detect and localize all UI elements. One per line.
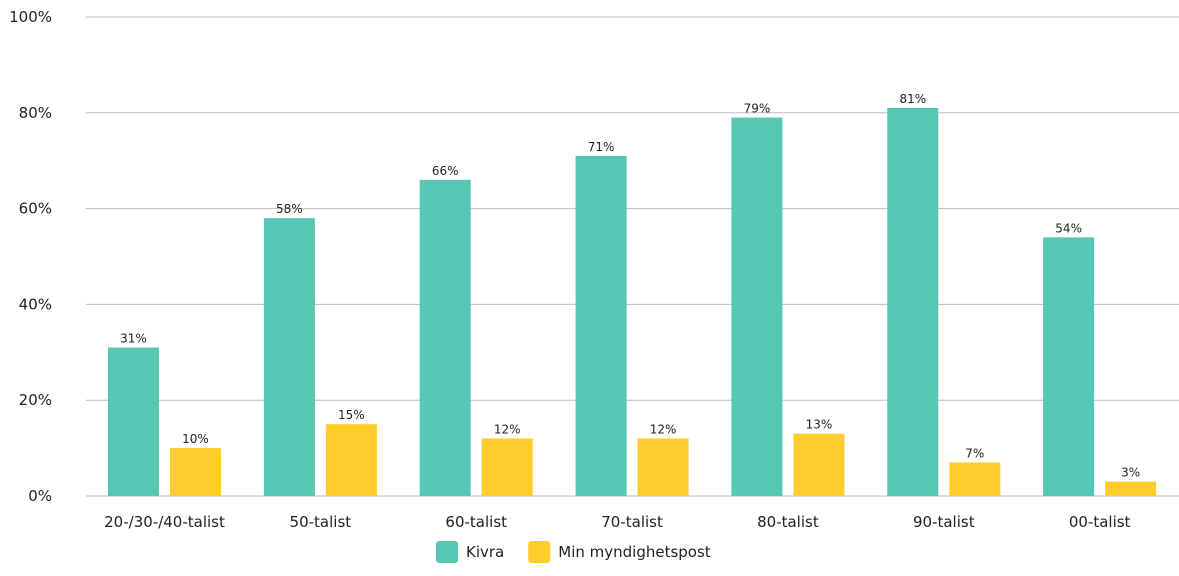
legend-label: Min myndighetspost — [558, 543, 711, 561]
x-tick-label: 00-talist — [1069, 513, 1131, 531]
data-label: 31% — [120, 332, 147, 346]
bar-min-myndighetspost — [1105, 481, 1157, 496]
y-tick-label: 80% — [19, 104, 52, 122]
data-label: 12% — [494, 423, 521, 437]
y-tick-label: 40% — [19, 295, 52, 313]
x-tick-label: 60-talist — [445, 513, 507, 531]
bar-min-myndighetspost — [637, 438, 689, 496]
x-tick-label: 80-talist — [757, 513, 819, 531]
data-label: 79% — [744, 102, 771, 116]
data-label: 13% — [806, 418, 833, 432]
x-tick-label: 20-/30-/40-talist — [104, 513, 225, 531]
bar-min-myndighetspost — [793, 433, 845, 496]
data-label: 66% — [432, 164, 459, 178]
legend: Kivra Min myndighetspost — [436, 541, 711, 563]
legend-label: Kivra — [466, 543, 504, 561]
bar-kivra — [1043, 237, 1095, 496]
x-tick-label: 90-talist — [913, 513, 975, 531]
y-tick-label: 60% — [19, 200, 52, 218]
x-tick-label: 50-talist — [290, 513, 352, 531]
x-axis: 20-/30-/40-talist 50-talist 60-talist 70-ta… — [104, 513, 1130, 531]
bar-kivra — [419, 179, 471, 497]
bars: 31% 10% 58% 15% 66% 12% 71% 12% 79% 13% 81% 7% 54% 3% — [108, 92, 1157, 497]
y-tick-label: 20% — [19, 391, 52, 409]
data-label: 81% — [899, 92, 926, 106]
bar-min-myndighetspost — [325, 424, 377, 496]
y-tick-label: 100% — [9, 8, 52, 26]
bar-kivra — [731, 117, 783, 496]
legend-swatch — [528, 541, 551, 563]
bar-min-myndighetspost — [481, 438, 533, 496]
legend-swatch — [436, 541, 458, 563]
bar-min-myndighetspost — [949, 462, 1001, 496]
y-tick-label: 0% — [28, 487, 52, 505]
data-label: 7% — [965, 446, 984, 460]
gridlines — [86, 16, 1179, 497]
data-label: 3% — [1121, 466, 1140, 480]
x-tick-label: 70-talist — [601, 513, 663, 531]
bar-kivra — [108, 347, 159, 496]
bar-kivra — [263, 218, 315, 496]
data-label: 12% — [650, 423, 677, 437]
bar-kivra — [887, 108, 939, 496]
y-axis: 0% 20% 40% 60% 80% 100% — [9, 8, 52, 505]
data-label: 54% — [1055, 221, 1082, 235]
data-label: 15% — [338, 408, 365, 422]
data-label: 71% — [588, 140, 615, 154]
bar-min-myndighetspost — [170, 448, 221, 496]
data-label: 58% — [276, 202, 303, 216]
data-label: 10% — [182, 432, 209, 446]
bar-kivra — [575, 155, 627, 496]
